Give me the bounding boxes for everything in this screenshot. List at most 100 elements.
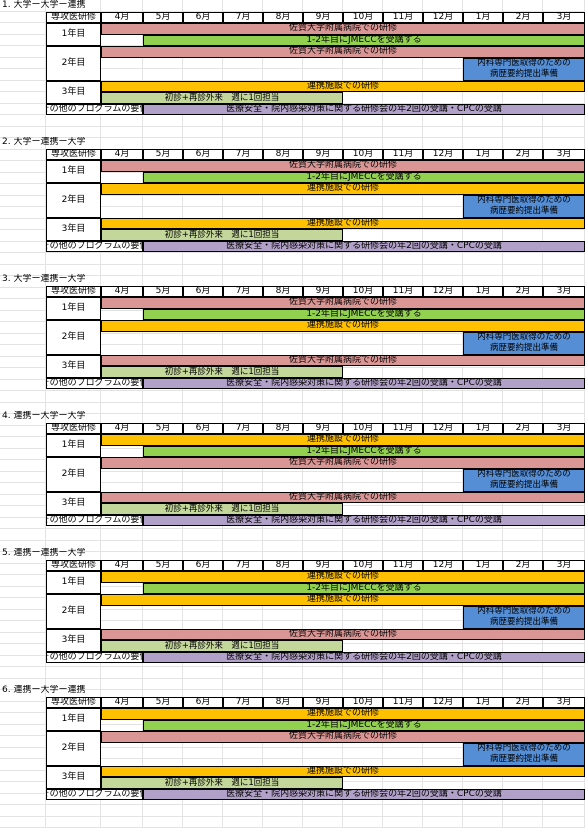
grid-cell	[0, 207, 46, 219]
month-header: 3月	[543, 697, 585, 709]
naika-prep-bar: 内科専門医取得のための病歴要約提出準備	[463, 195, 585, 218]
grid-cell	[423, 403, 463, 415]
grid-cell	[46, 805, 101, 817]
grid-cell	[0, 253, 46, 265]
grid-cell	[143, 334, 183, 346]
year2-label: 2年目	[46, 183, 101, 218]
grid-cell	[503, 805, 543, 817]
month-header: 6月	[183, 149, 223, 161]
month-header: 7月	[223, 286, 263, 298]
grid-cell	[423, 265, 463, 277]
month-header: 8月	[263, 12, 303, 24]
month-header: 1月	[463, 423, 503, 435]
grid-cell	[0, 667, 46, 679]
grid-cell	[0, 357, 46, 369]
naika-line-1: 内科専門医取得のための	[477, 606, 571, 617]
grid-cell	[0, 506, 46, 518]
grid-cell	[543, 529, 585, 541]
grid-cell	[0, 437, 46, 449]
month-header: 8月	[263, 149, 303, 161]
year1-training-bar: 佐賀大学附属病院での研修	[101, 297, 585, 309]
month-header: 3月	[543, 12, 585, 24]
year3-label: 3年目	[46, 766, 101, 789]
month-header: 4月	[101, 286, 143, 298]
grid-cell	[223, 334, 263, 346]
grid-cell	[0, 598, 46, 610]
month-header: 2月	[503, 560, 543, 572]
grid-cell	[0, 644, 46, 656]
month-header: 6月	[183, 423, 223, 435]
grid-cell	[223, 667, 263, 679]
grid-cell	[0, 69, 46, 81]
grid-cell	[0, 794, 46, 806]
other-req-bar: 医療安全・院内感染対策に関する研修会の年2回の受講・CPCの受講	[143, 241, 585, 253]
year3-training-bar: 連携施設での研修	[101, 766, 585, 778]
year2-training-bar: 佐賀大学附属病院での研修	[101, 731, 585, 743]
grid-cell	[0, 483, 46, 495]
grid-cell	[0, 633, 46, 645]
year3-training-bar: 連携施設での研修	[101, 218, 585, 230]
year2-label: 2年目	[46, 731, 101, 766]
program-title: 6. 連携ー大学ー連携	[0, 685, 300, 697]
month-header: 1月	[463, 12, 503, 24]
month-header: 8月	[263, 560, 303, 572]
grid-cell	[263, 817, 303, 828]
other-req-bar: 医療安全・院内感染対策に関する研修会の年2回の受講・CPCの受講	[143, 104, 585, 116]
grid-cell	[143, 69, 183, 81]
grid-cell	[0, 702, 46, 714]
naika-line-2: 病歴要約提出準備	[490, 480, 558, 491]
month-header: 6月	[183, 286, 223, 298]
jmecc-bar: 1-2年目にJMECCを受講する	[143, 309, 585, 321]
grid-cell	[503, 92, 543, 104]
naika-line-1: 内科専門医取得のための	[477, 743, 571, 754]
naika-prep-bar: 内科専門医取得のための病歴要約提出準備	[463, 332, 585, 355]
year2-training-bar: 連携施設での研修	[101, 183, 585, 195]
grid-cell	[0, 46, 46, 58]
grid-cell	[0, 288, 46, 300]
month-header: 9月	[303, 12, 343, 24]
month-header: 12月	[423, 286, 463, 298]
grid-cell	[303, 115, 343, 127]
grid-cell	[343, 817, 383, 828]
grid-cell	[383, 253, 423, 265]
year3-training-bar: 連携施設での研修	[101, 81, 585, 93]
grid-cell	[503, 265, 543, 277]
grid-cell	[101, 391, 143, 403]
header-label: 専攻医研修	[46, 560, 101, 572]
grid-cell	[263, 196, 303, 208]
year2-training-bar: 佐賀大学附属病院での研修	[101, 457, 585, 469]
grid-cell	[463, 403, 503, 415]
grid-cell	[303, 0, 343, 12]
month-header: 1月	[463, 149, 503, 161]
program-title: 1. 大学ー大学ー連携	[0, 0, 300, 12]
month-header: 12月	[423, 697, 463, 709]
grid-cell	[0, 23, 46, 35]
month-header: 9月	[303, 149, 343, 161]
month-header: 11月	[383, 286, 423, 298]
grid-cell	[343, 748, 383, 760]
grid-cell	[101, 334, 143, 346]
month-header: 12月	[423, 12, 463, 24]
grid-cell	[423, 253, 463, 265]
naika-line-2: 病歴要約提出準備	[490, 206, 558, 217]
month-header: 11月	[383, 12, 423, 24]
grid-cell	[223, 115, 263, 127]
grid-cell	[503, 403, 543, 415]
year1-training-bar: 佐賀大学附属病院での研修	[101, 160, 585, 172]
grid-cell	[101, 115, 143, 127]
grid-cell	[223, 805, 263, 817]
grid-cell	[423, 667, 463, 679]
month-header: 5月	[143, 560, 183, 572]
grid-cell	[383, 667, 423, 679]
jmecc-bar: 1-2年目にJMECCを受講する	[143, 172, 585, 184]
grid-cell	[423, 127, 463, 139]
grid-cell	[543, 265, 585, 277]
grid-cell	[423, 92, 463, 104]
naika-prep-bar: 内科専門医取得のための病歴要約提出準備	[463, 469, 585, 492]
month-header: 8月	[263, 286, 303, 298]
grid-cell	[0, 380, 46, 392]
naika-prep-bar: 内科専門医取得のための病歴要約提出準備	[463, 606, 585, 629]
grid-cell	[0, 311, 46, 323]
grid-cell	[46, 391, 101, 403]
grid-cell	[303, 253, 343, 265]
